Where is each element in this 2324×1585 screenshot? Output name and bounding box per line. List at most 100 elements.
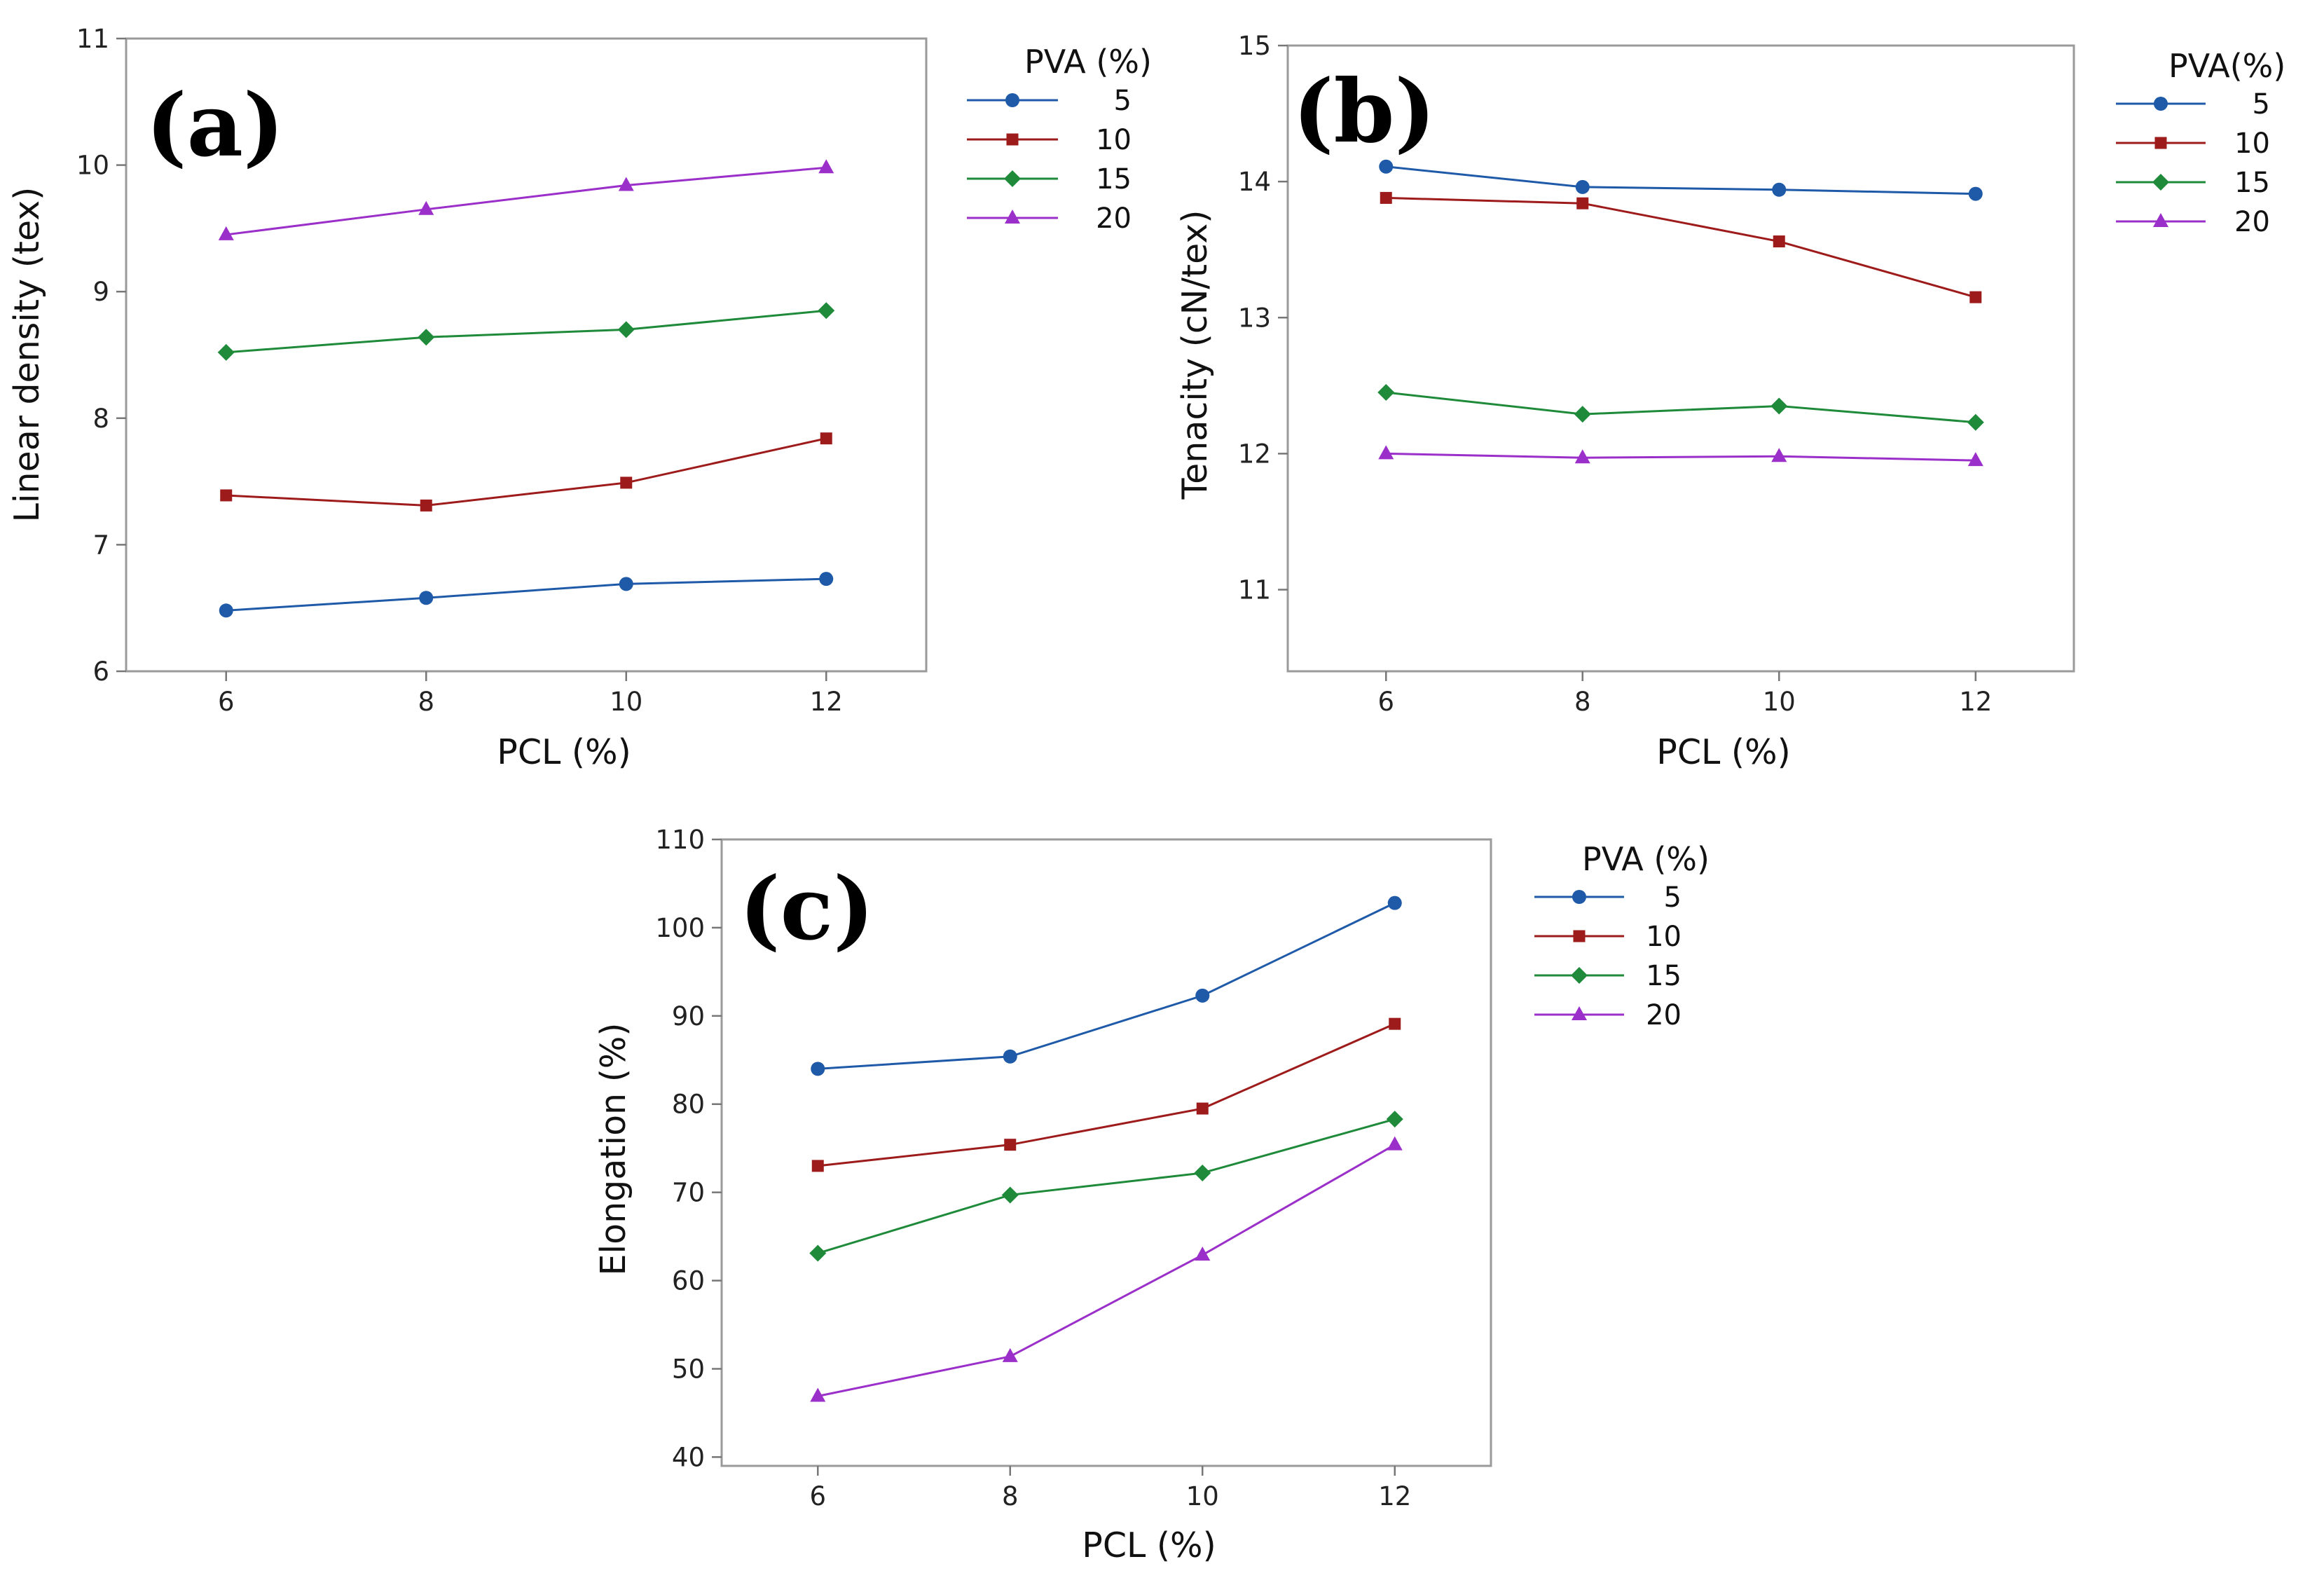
data-point [620, 476, 633, 489]
legend-entry: 20 [1096, 203, 1132, 235]
legend-marker [2152, 174, 2169, 191]
data-point [418, 200, 434, 215]
series-line [818, 1022, 1396, 1167]
data-point [1386, 1111, 1403, 1128]
y-axis-label: Linear density (tex) [7, 187, 47, 523]
data-point [1004, 1139, 1017, 1151]
y-tick-label: 80 [672, 1090, 705, 1120]
series-pva-10 [811, 1017, 1401, 1172]
series-pva-15 [217, 302, 835, 361]
y-tick-label: 100 [655, 913, 705, 943]
series-line [817, 1144, 1396, 1397]
legend-title: PVA (%) [1024, 43, 1152, 81]
data-point [618, 177, 634, 191]
x-tick-label: 6 [809, 1481, 826, 1511]
data-point [1379, 159, 1394, 174]
panel-label: (a) [146, 75, 284, 177]
series-line [1386, 452, 1976, 462]
data-point [1002, 1347, 1018, 1362]
series-line [1386, 391, 1976, 424]
data-point [617, 321, 635, 338]
data-point [1196, 1102, 1209, 1115]
series-pva-15 [809, 1111, 1403, 1262]
plot-frame [125, 37, 928, 673]
chart-panel-1: 6 7 8 9 10 11 6 8 10 12 PCL (%) Linear density (tex… [7, 24, 1152, 772]
legend-marker [2154, 97, 2168, 111]
data-point [217, 343, 235, 361]
legend-title: PVA (%) [1582, 840, 1710, 878]
series-line [226, 166, 827, 236]
legend-entry: 10 [2234, 128, 2270, 160]
data-point [1574, 406, 1591, 423]
series-line [226, 437, 827, 507]
legend-entry: 5 [2253, 88, 2270, 121]
data-point [419, 591, 434, 605]
plot-frame [720, 838, 1492, 1467]
data-point [819, 572, 834, 586]
data-point [1576, 197, 1589, 210]
y-tick-label: 13 [1238, 303, 1271, 333]
legend-entry: 5 [1664, 881, 1682, 914]
data-point [818, 302, 835, 320]
y-tick-label: 110 [655, 825, 705, 855]
data-point [1574, 449, 1590, 464]
legend-marker [1004, 170, 1021, 187]
y-axis-label: Tenacity (cN/tex) [1175, 210, 1215, 500]
legend-entry: 20 [1646, 999, 1682, 1031]
data-point [1389, 1017, 1401, 1030]
legend-entry: 10 [1096, 124, 1132, 156]
data-point [1387, 1136, 1403, 1151]
legend-entry: 15 [2234, 167, 2270, 199]
y-tick-label: 6 [92, 657, 109, 687]
legend-marker [1572, 1006, 1587, 1020]
y-tick-label: 90 [672, 1001, 705, 1031]
x-axis-label: PCL (%) [497, 732, 631, 772]
legend-entry: 20 [2234, 206, 2270, 238]
data-point [1967, 452, 1983, 467]
data-point [811, 1160, 824, 1172]
series-pva-15 [1377, 384, 1984, 431]
series-pva-20 [810, 1136, 1403, 1402]
legend-marker [1006, 133, 1019, 146]
panel-label: (c) [739, 858, 874, 960]
y-axis-label: Elongation (%) [593, 1023, 633, 1276]
y-tick-label: 60 [672, 1266, 705, 1296]
x-tick-label: 12 [810, 687, 843, 717]
series-line [226, 577, 827, 612]
legend-entry: 15 [1646, 960, 1682, 992]
data-point [1773, 235, 1785, 248]
legend: PVA(%)5 10 15 20 [2116, 47, 2285, 238]
y-tick-label: 9 [92, 277, 109, 307]
y-tick-label: 15 [1238, 31, 1271, 61]
legend-marker [1573, 930, 1586, 942]
data-point [420, 499, 432, 512]
legend-marker [2153, 213, 2168, 227]
data-point [1772, 182, 1787, 197]
y-tick-label: 70 [672, 1178, 705, 1208]
series-pva-5 [811, 896, 1402, 1076]
y-tick-label: 12 [1238, 439, 1271, 469]
y-tick-label: 14 [1238, 167, 1271, 197]
series-pva-10 [1380, 191, 1982, 303]
y-tick-label: 50 [672, 1354, 705, 1384]
series-pva-5 [219, 572, 834, 618]
data-point [1770, 397, 1788, 415]
data-point [1967, 413, 1984, 431]
data-point [218, 226, 234, 240]
y-tick-label: 8 [92, 404, 109, 434]
legend-marker [2154, 137, 2167, 149]
y-tick-label: 40 [672, 1442, 705, 1472]
series-pva-20 [218, 159, 834, 240]
series-pva-20 [1378, 445, 1983, 467]
data-point [1195, 1247, 1211, 1261]
legend-marker [1572, 890, 1586, 904]
series-line [817, 1118, 1396, 1254]
panel-label: (b) [1293, 61, 1436, 163]
data-point [619, 577, 633, 591]
series-line [226, 309, 827, 354]
data-point [811, 1062, 825, 1076]
legend-marker [1005, 93, 1019, 107]
